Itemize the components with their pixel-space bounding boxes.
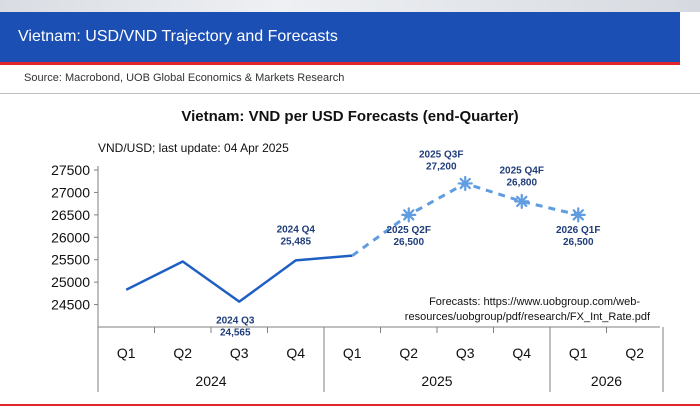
forecast-marker (457, 175, 473, 192)
y-tick-label: 25500 (51, 252, 90, 268)
x-tick-label: Q1 (569, 345, 588, 361)
x-tick-label: Q2 (399, 345, 418, 361)
page-title: Vietnam: USD/VND Trajectory and Forecast… (18, 28, 338, 45)
data-label-period: 2024 Q3 (216, 316, 255, 327)
actual-series-line (125, 254, 353, 303)
forecast-marker (401, 207, 417, 223)
data-label-period: 2024 Q4 (277, 224, 316, 235)
y-tick-label: 27500 (51, 162, 90, 178)
forecast-note-line1: Forecasts: https://www.uobgroup.com/web- (429, 296, 640, 308)
y-tick-label: 26500 (51, 207, 90, 223)
data-label-value: 27,200 (426, 161, 457, 172)
x-year-label: 2026 (591, 373, 622, 389)
data-label-period: 2025 Q2F (387, 225, 431, 236)
x-tick-label: Q1 (117, 345, 136, 361)
y-tick-label: 24500 (51, 297, 90, 313)
x-tick-label: Q3 (456, 345, 475, 361)
forecast-marker (514, 193, 530, 209)
x-tick-label: Q1 (343, 345, 362, 361)
chart-subtitle: VND/USD; last update: 04 Apr 2025 (98, 141, 289, 155)
x-tick-label: Q4 (512, 345, 531, 361)
divider-line (0, 93, 700, 94)
data-label: 2025 Q4F 26,800 (500, 165, 544, 188)
data-label: 2025 Q3F 27,200 (419, 149, 463, 172)
x-tick-label: Q2 (173, 345, 192, 361)
header-banner: Vietnam: USD/VND Trajectory and Forecast… (0, 12, 680, 65)
source-note: Source: Macrobond, UOB Global Economics … (24, 72, 345, 84)
y-tick-label: 26000 (51, 229, 90, 245)
data-label: 2025 Q2F 26,500 (387, 225, 431, 248)
forecast-note-line2: resources/uobgroup/pdf/research/FX_Int_R… (405, 311, 651, 323)
data-label-period: 2025 Q4F (500, 165, 544, 176)
forecast-series-line (351, 181, 579, 257)
data-label: 2024 Q3 24,565 (216, 316, 255, 339)
data-label-value: 26,500 (563, 237, 594, 248)
top-decor-strip (0, 0, 700, 12)
footer-rule (0, 404, 700, 406)
y-tick-label: 25000 (51, 274, 90, 290)
y-tick-label: 27000 (51, 184, 90, 200)
data-label-value: 26,500 (393, 237, 424, 248)
x-year-label: 2024 (195, 373, 226, 389)
chart-title: Vietnam: VND per USD Forecasts (end-Quar… (181, 108, 518, 125)
x-tick-label: Q2 (625, 345, 644, 361)
x-tick-label: Q4 (286, 345, 305, 361)
x-tick-label: Q3 (230, 345, 249, 361)
data-label-value: 24,565 (220, 328, 251, 339)
data-label: 2024 Q4 25,485 (277, 224, 316, 247)
data-label-period: 2025 Q3F (419, 149, 463, 160)
x-year-label: 2025 (421, 373, 452, 389)
data-label-period: 2026 Q1F (556, 225, 600, 236)
forecast-marker (570, 207, 586, 223)
data-label-value: 26,800 (506, 177, 537, 188)
data-label-value: 25,485 (280, 236, 311, 247)
data-label: 2026 Q1F 26,500 (556, 225, 600, 248)
